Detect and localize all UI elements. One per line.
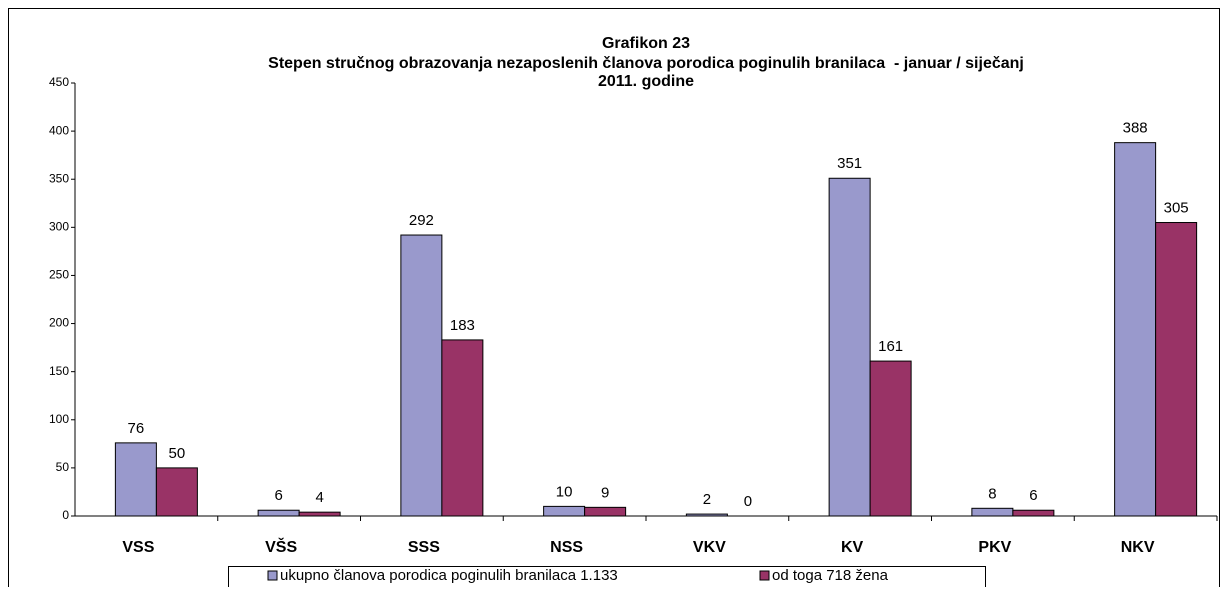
bar bbox=[828, 177, 871, 517]
legend-label: ukupno članova porodica poginulih branil… bbox=[280, 567, 618, 584]
data-label: 388 bbox=[1123, 120, 1148, 137]
bar bbox=[114, 442, 157, 517]
data-label: 76 bbox=[128, 420, 145, 437]
x-tick-label: SSS bbox=[408, 539, 440, 556]
y-tick-label: 50 bbox=[56, 460, 70, 474]
y-tick-label: 150 bbox=[49, 364, 69, 378]
bar bbox=[584, 506, 627, 517]
chart-frame bbox=[8, 8, 1220, 592]
x-tick-label: NSS bbox=[550, 539, 583, 556]
bar bbox=[543, 505, 586, 517]
bar bbox=[1012, 509, 1055, 517]
x-tick-label: VŠS bbox=[265, 537, 297, 556]
data-label: 6 bbox=[274, 487, 282, 504]
data-label: 351 bbox=[837, 155, 862, 172]
bar bbox=[298, 511, 341, 517]
legend-swatch bbox=[759, 570, 770, 581]
x-tick-label: PKV bbox=[978, 539, 1011, 556]
legend-swatch bbox=[267, 570, 278, 581]
chart-subtitle: 2011. godine bbox=[598, 73, 694, 90]
bar bbox=[1114, 142, 1157, 517]
data-label: 292 bbox=[409, 212, 434, 229]
data-label: 6 bbox=[1029, 487, 1037, 504]
data-label: 10 bbox=[556, 483, 573, 500]
x-tick-label: NKV bbox=[1121, 539, 1155, 556]
data-label: 8 bbox=[988, 485, 996, 502]
bar bbox=[400, 234, 443, 517]
data-label: 305 bbox=[1164, 199, 1189, 216]
bar bbox=[441, 339, 484, 517]
chart-subtitle: Stepen stručnog obrazovanja nezaposlenih… bbox=[268, 55, 1024, 72]
legend-label: od toga 718 žena bbox=[772, 567, 889, 584]
x-tick-label: VSS bbox=[122, 539, 154, 556]
bar bbox=[685, 513, 728, 517]
data-label: 4 bbox=[315, 489, 323, 506]
y-tick-label: 200 bbox=[49, 316, 69, 330]
data-label: 161 bbox=[878, 338, 903, 355]
y-tick-label: 350 bbox=[49, 171, 69, 185]
y-tick-label: 450 bbox=[49, 75, 69, 89]
y-tick-label: 250 bbox=[49, 268, 69, 282]
bar bbox=[257, 509, 300, 517]
y-tick-label: 400 bbox=[49, 123, 69, 137]
bar bbox=[1155, 222, 1198, 517]
y-tick-label: 300 bbox=[49, 220, 69, 234]
bar bbox=[971, 507, 1014, 517]
bar bbox=[869, 360, 912, 517]
data-label: 0 bbox=[744, 493, 752, 510]
data-label: 50 bbox=[169, 445, 186, 462]
x-tick-label: KV bbox=[841, 539, 864, 556]
bar bbox=[155, 467, 198, 517]
x-tick-label: VKV bbox=[693, 539, 726, 556]
data-label: 9 bbox=[601, 484, 609, 501]
data-label: 2 bbox=[703, 491, 711, 508]
y-tick-label: 0 bbox=[62, 508, 69, 522]
y-tick-label: 100 bbox=[49, 412, 69, 426]
data-label: 183 bbox=[450, 317, 475, 334]
chart-title: Grafikon 23 bbox=[602, 35, 690, 52]
